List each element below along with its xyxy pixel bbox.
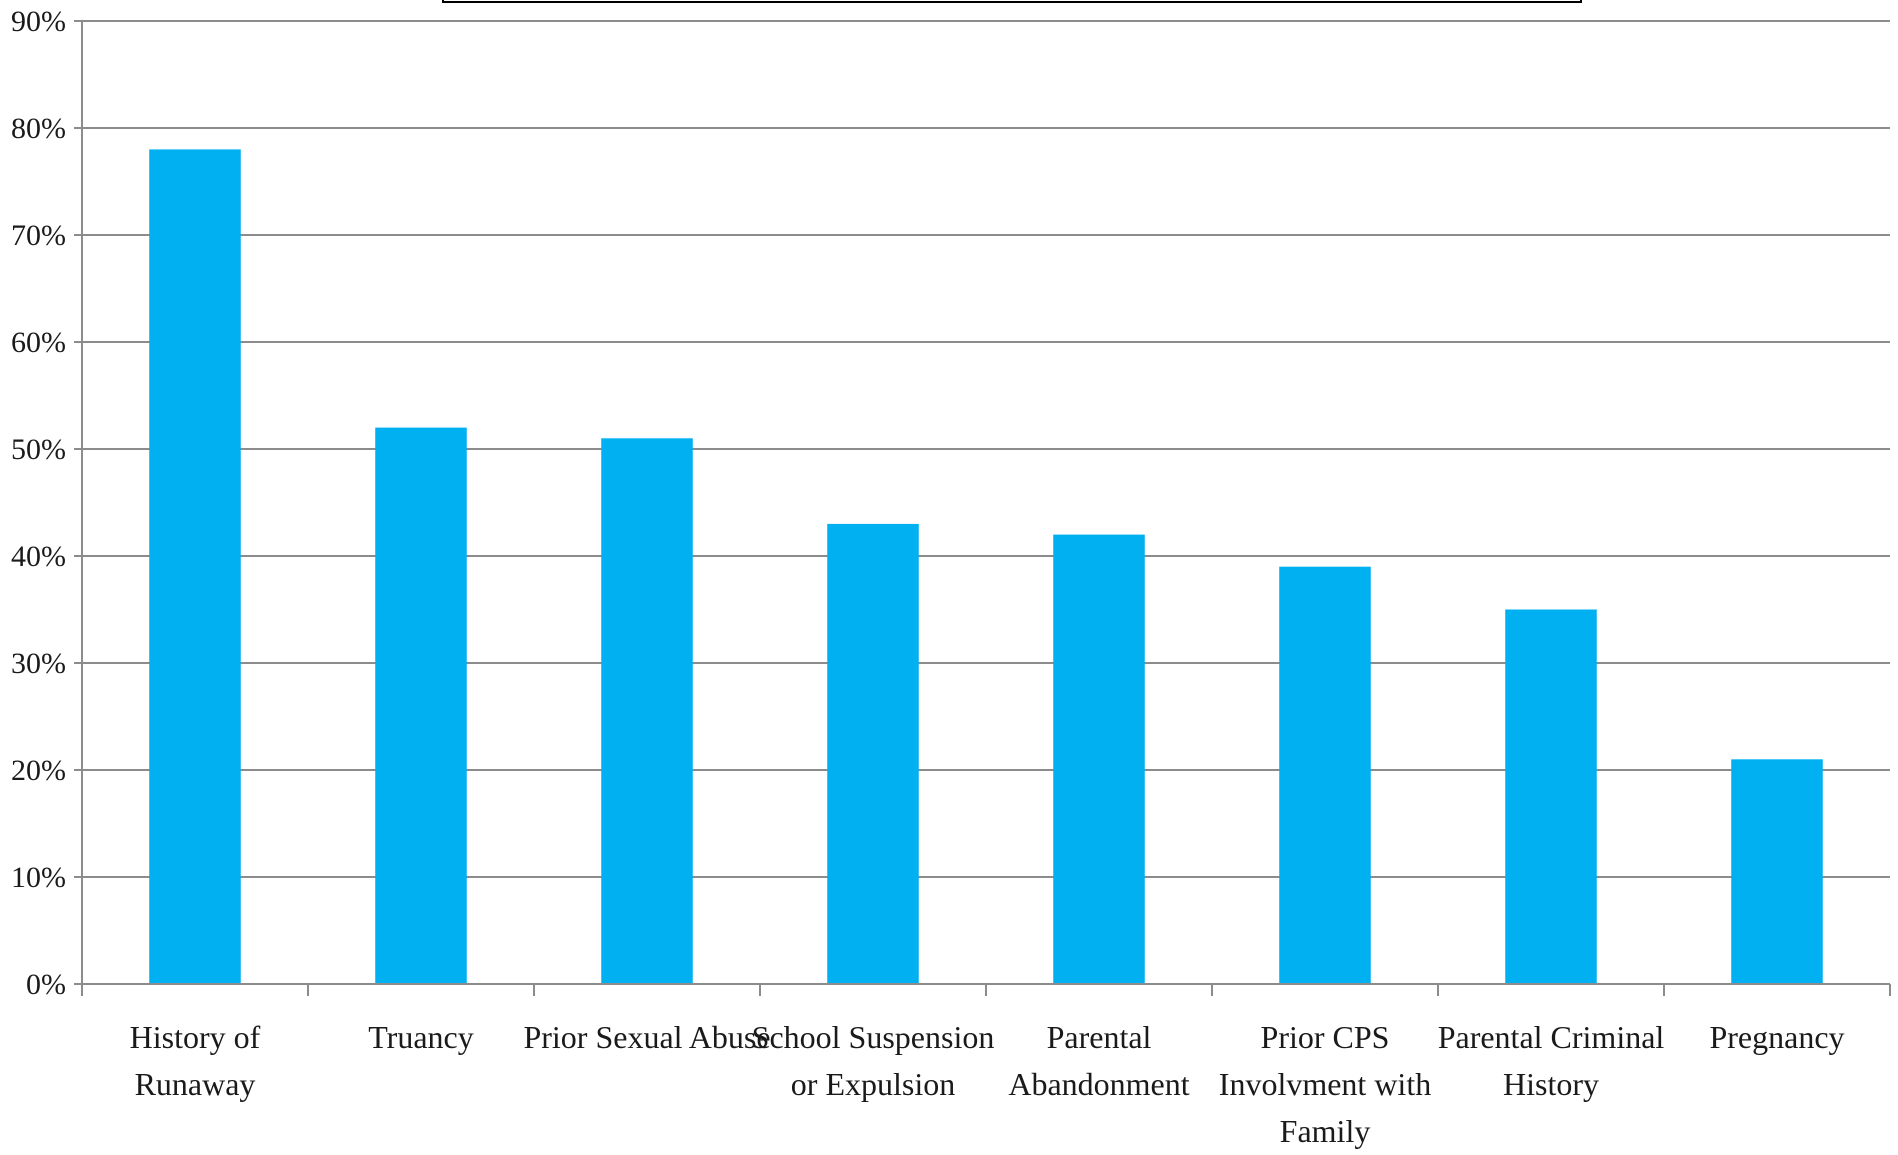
bar (1731, 759, 1823, 984)
bars (149, 149, 1823, 985)
y-tick-label: 80% (11, 112, 66, 145)
x-tick-label: Family (1280, 1113, 1371, 1149)
x-tick-label: Involvment with (1219, 1066, 1431, 1102)
bar (149, 149, 241, 984)
x-tick-label: Truancy (368, 1019, 473, 1055)
axes (74, 20, 1891, 996)
gridlines (82, 20, 1890, 878)
y-tick-label: 0% (26, 968, 66, 1001)
x-tick-label: History of (130, 1019, 261, 1055)
bar (601, 438, 693, 984)
y-tick-label: 20% (11, 754, 66, 787)
x-tick-label: Prior Sexual Abuse (523, 1019, 770, 1055)
bar (1505, 609, 1597, 984)
y-tick-label: 40% (11, 540, 66, 573)
title-box (442, 0, 1582, 3)
y-tick-label: 70% (11, 219, 66, 252)
x-tick-label: Abandonment (1008, 1066, 1189, 1102)
x-tick-label: Pregnancy (1709, 1019, 1844, 1055)
x-tick-label: Prior CPS (1261, 1019, 1390, 1055)
y-tick-label: 60% (11, 326, 66, 359)
y-axis-ticks: 0% 10% 20% 30% 40% 50% 60% 70% 80% 90% (11, 5, 66, 1001)
bar (1053, 534, 1145, 984)
y-tick-label: 10% (11, 861, 66, 894)
y-tick-label: 50% (11, 433, 66, 466)
bar (827, 523, 919, 984)
x-tick-label: School Suspension (752, 1019, 995, 1055)
x-axis-labels: History of Runaway Truancy Prior Sexual Abu… (130, 1019, 1845, 1149)
y-tick-label: 30% (11, 647, 66, 680)
x-tick-label: History (1503, 1066, 1599, 1102)
y-tick-label: 90% (11, 5, 66, 38)
bar (1279, 566, 1371, 984)
x-tick-label: Parental (1047, 1019, 1152, 1055)
x-tick-label: Runaway (135, 1066, 256, 1102)
bar (375, 427, 467, 985)
x-tick-label: or Expulsion (791, 1066, 955, 1102)
x-tick-label: Parental Criminal (1438, 1019, 1665, 1055)
